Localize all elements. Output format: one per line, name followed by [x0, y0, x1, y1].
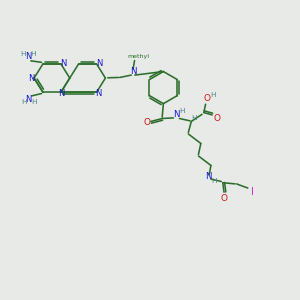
Text: H: H: [30, 51, 36, 57]
Text: O: O: [204, 94, 211, 103]
Text: N: N: [96, 59, 102, 68]
Text: methyl: methyl: [127, 54, 149, 59]
Text: H: H: [212, 178, 217, 184]
Text: H: H: [20, 51, 26, 57]
Text: H: H: [210, 92, 215, 98]
Text: H: H: [31, 99, 37, 105]
Text: I: I: [251, 187, 254, 196]
Text: H: H: [179, 108, 184, 114]
Text: O: O: [220, 194, 227, 203]
Text: N: N: [206, 172, 212, 181]
Text: H: H: [21, 99, 26, 105]
Text: N: N: [25, 52, 31, 62]
Text: N: N: [95, 89, 101, 98]
Text: N: N: [130, 67, 136, 76]
Text: N: N: [60, 59, 66, 68]
Text: O: O: [213, 114, 220, 123]
Text: N: N: [28, 74, 34, 82]
Text: N: N: [173, 110, 180, 119]
Text: O: O: [143, 118, 150, 127]
Text: N: N: [26, 95, 32, 104]
Text: N: N: [58, 89, 64, 98]
Text: H: H: [191, 115, 197, 121]
